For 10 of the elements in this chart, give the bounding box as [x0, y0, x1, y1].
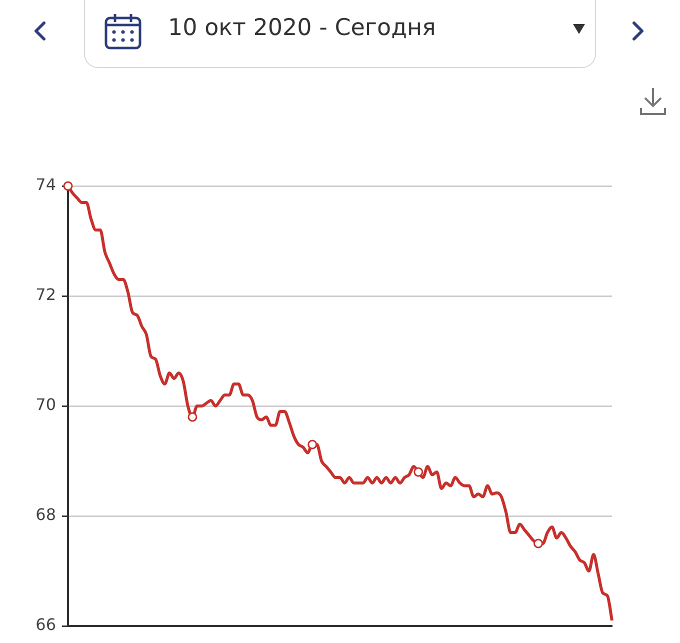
- y-tick-label: 70: [36, 395, 56, 414]
- point: [533, 538, 543, 548]
- y-tick-label: 74: [36, 175, 56, 194]
- point: [308, 440, 318, 450]
- point: [414, 467, 424, 477]
- text: 10 окт 2020 - Сегодня: [168, 15, 436, 41]
- point: [188, 412, 198, 422]
- y-tick-label: 68: [36, 505, 56, 524]
- y-tick-label: 72: [36, 285, 56, 304]
- y-tick-label: 66: [36, 615, 56, 634]
